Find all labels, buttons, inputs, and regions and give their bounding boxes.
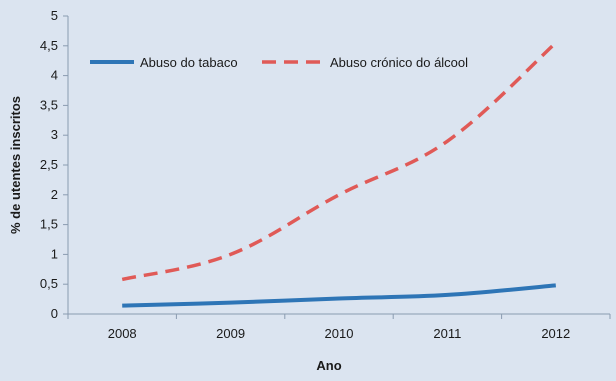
y-tick-label: 3,5 [40,97,58,112]
y-tick-label: 0,5 [40,276,58,291]
y-tick-label: 4,5 [40,38,58,53]
y-tick-label: 2,5 [40,157,58,172]
x-tick-label: 2009 [216,326,245,341]
legend-label: Abuso do tabaco [140,55,238,70]
series-layer [121,41,557,308]
x-axis-title: Ano [316,358,341,373]
y-ticks: 0 0,5 1 1,5 2 2,5 3 3,5 4 4,5 5 [40,8,68,321]
x-tick-label: 2008 [108,326,137,341]
y-tick-label: 1,5 [40,217,58,232]
y-tick-label: 4 [51,68,58,83]
legend: Abuso do tabaco Abuso crónico do álcool [90,55,468,70]
series-line-2 [121,41,557,282]
y-tick-label: 3 [51,127,58,142]
y-tick-label: 0 [51,306,58,321]
y-tick-label: 5 [51,8,58,23]
legend-label: Abuso crónico do álcool [330,55,468,70]
series-line-1 [122,283,556,308]
x-ticks: 2008 2009 2010 2011 2012 [67,314,611,341]
y-tick-label: 2 [51,187,58,202]
x-tick-label: 2012 [541,326,570,341]
y-tick-label: 1 [51,246,58,261]
x-tick-label: 2011 [433,326,461,341]
y-axis-title: % de utentes inscritos [8,96,23,234]
x-tick-label: 2010 [325,326,354,341]
